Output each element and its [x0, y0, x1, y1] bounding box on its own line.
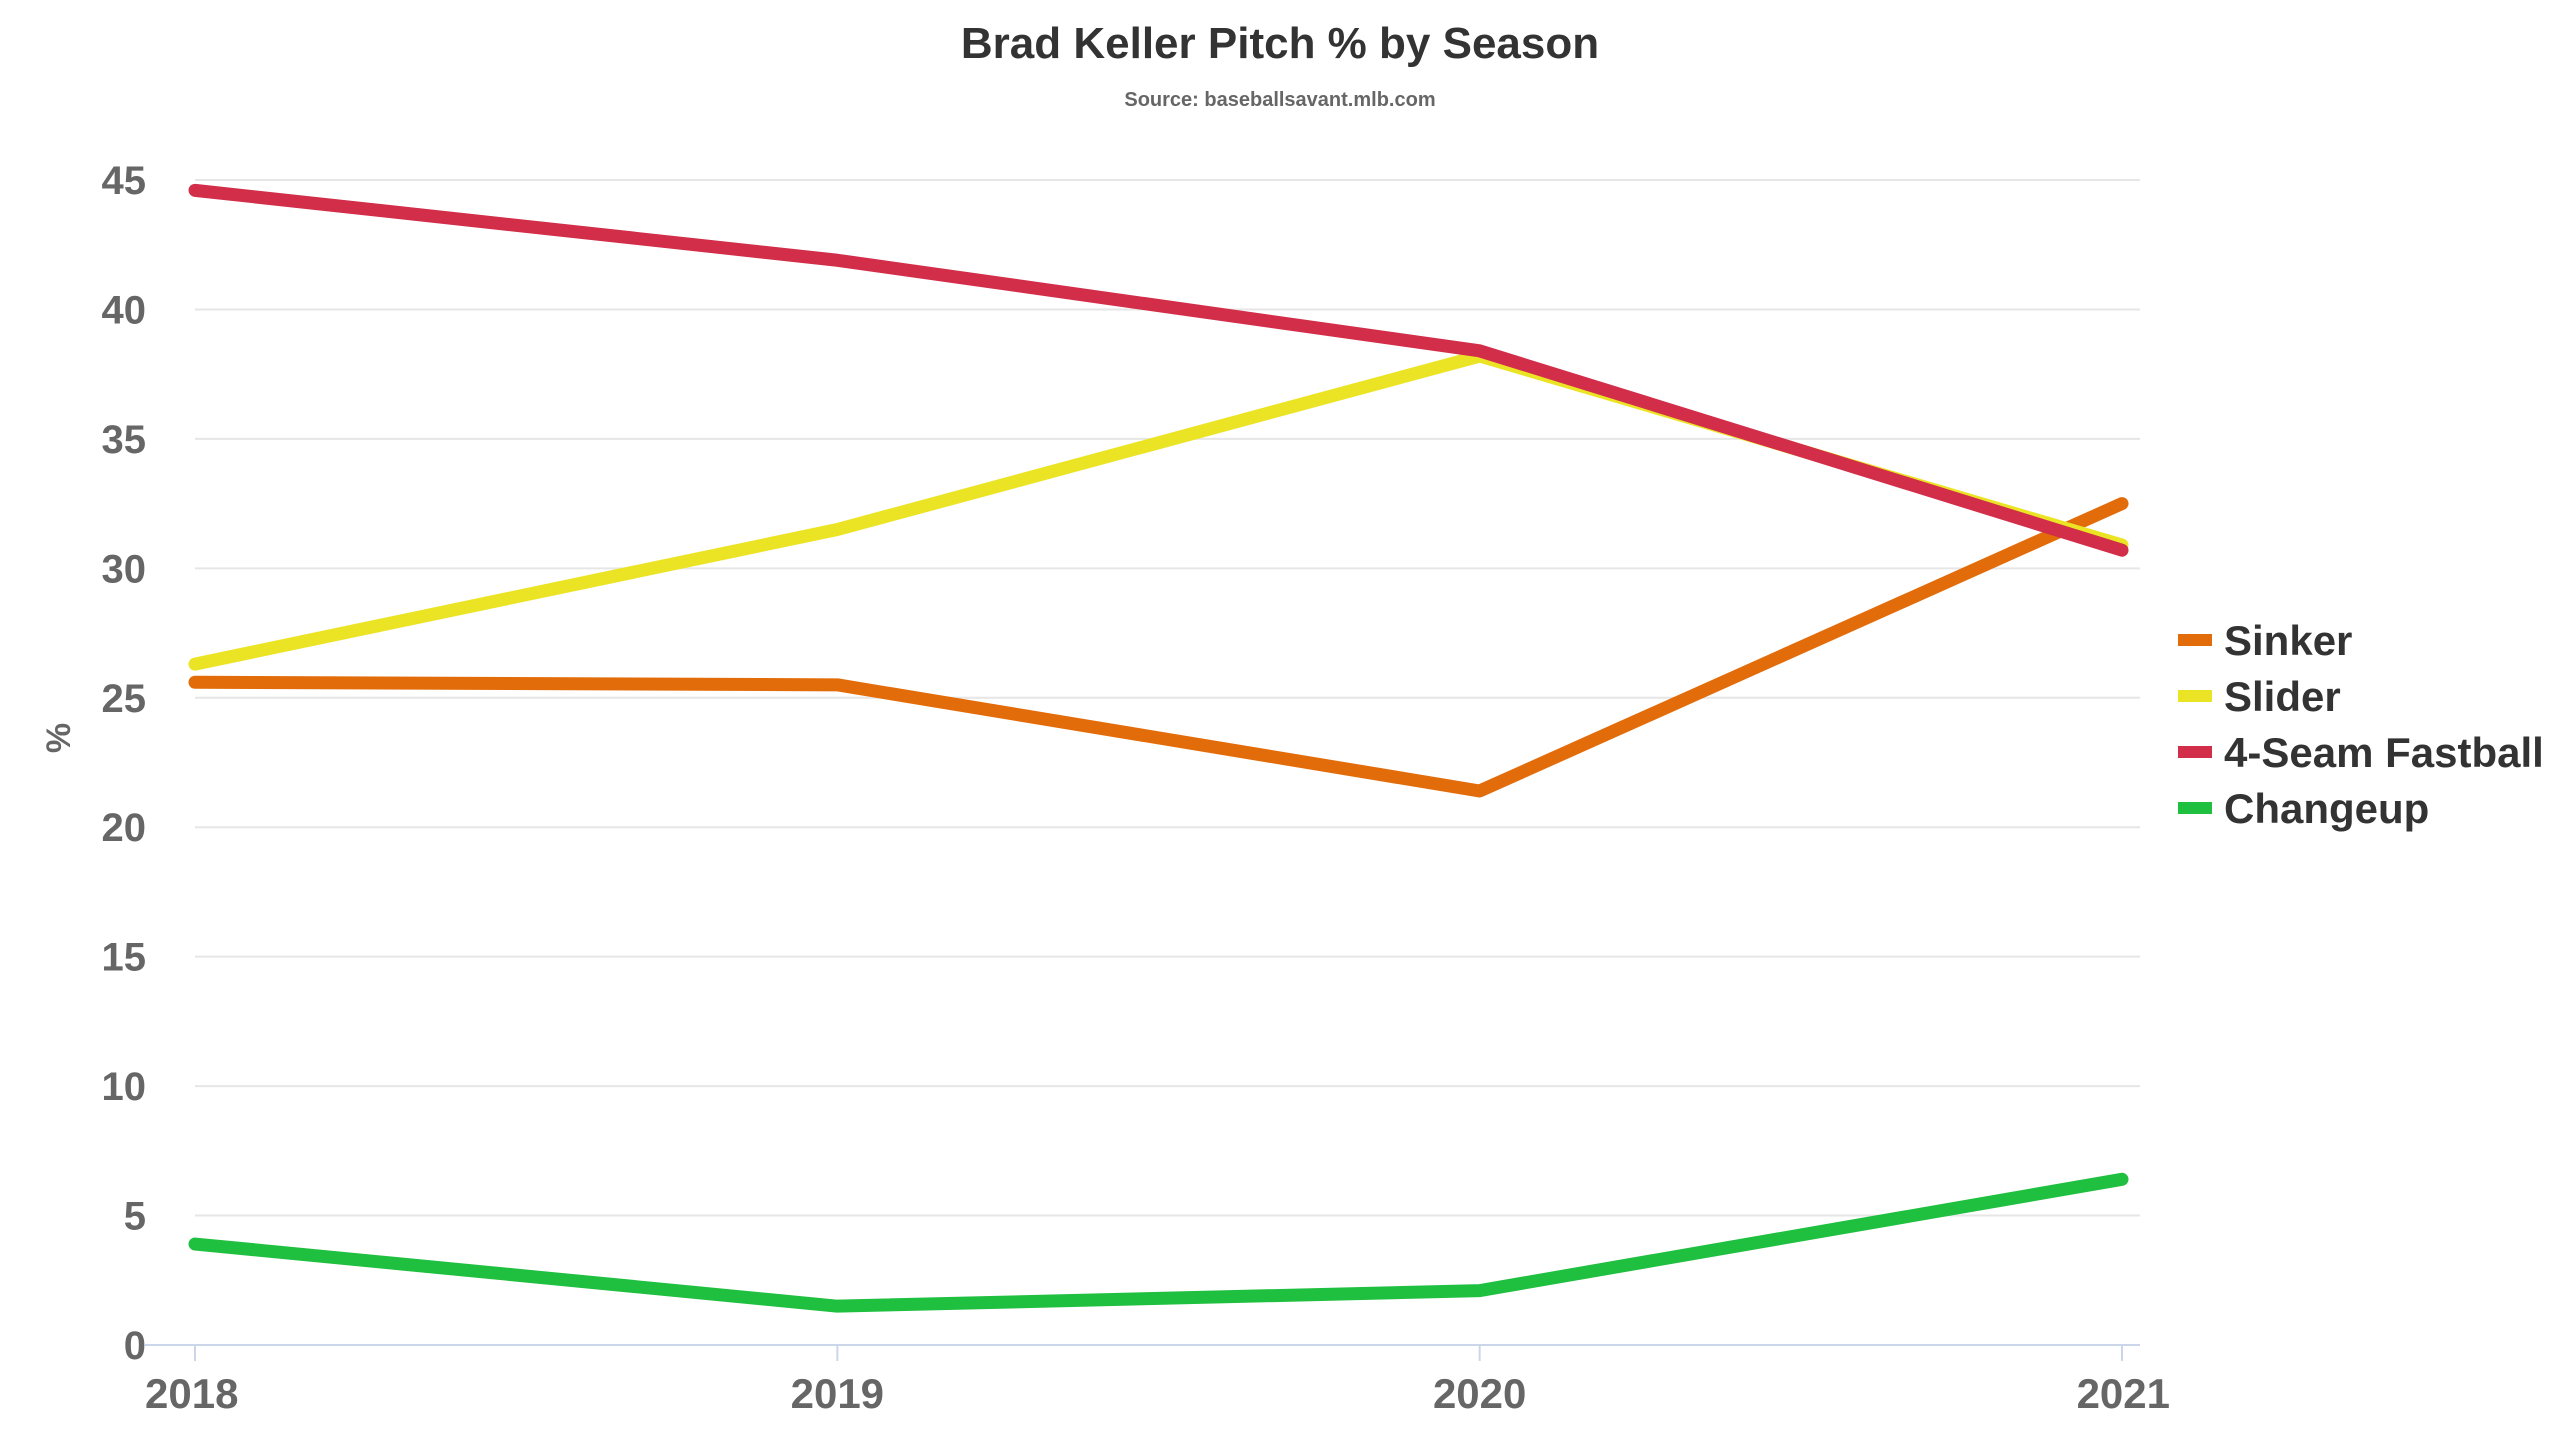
series-line-4-seam-fastball[interactable] [188, 183, 2129, 557]
y-tick-label-30: 30 [102, 547, 147, 591]
x-tick-label-2018: 2018 [145, 1370, 238, 1417]
y-tick-label-20: 20 [102, 806, 147, 850]
legend-swatch-changeup [2178, 802, 2212, 814]
legend-label-slider: Slider [2224, 673, 2341, 720]
chart-title: Brad Keller Pitch % by Season [961, 19, 1599, 68]
y-tick-label-40: 40 [102, 288, 147, 332]
y-tick-label-25: 25 [102, 677, 147, 721]
x-axis-ticks: 2018 2019 2020 2021 [145, 1345, 2170, 1417]
legend[interactable]: Sinker Slider 4-Seam Fastball Changeup [2178, 617, 2544, 832]
series-lines [188, 183, 2129, 1313]
legend-swatch-slider [2178, 690, 2212, 702]
legend-swatch-sinker [2178, 634, 2212, 646]
y-axis-ticks: 0 5 10 15 20 25 30 35 40 45 [102, 159, 147, 1368]
y-tick-label-5: 5 [124, 1195, 146, 1239]
legend-item-slider[interactable]: Slider [2178, 673, 2341, 720]
legend-label-changeup: Changeup [2224, 785, 2429, 832]
y-tick-label-15: 15 [102, 936, 147, 980]
x-tick-label-2019: 2019 [791, 1370, 884, 1417]
series-line-slider[interactable] [188, 349, 2129, 671]
legend-item-changeup[interactable]: Changeup [2178, 785, 2429, 832]
legend-swatch-4-seam-fastball [2178, 746, 2212, 758]
chart-subtitle: Source: baseballsavant.mlb.com [1124, 89, 1435, 111]
legend-item-sinker[interactable]: Sinker [2178, 617, 2352, 664]
x-tick-label-2021: 2021 [2077, 1370, 2170, 1417]
legend-label-sinker: Sinker [2224, 617, 2352, 664]
grid-lines [195, 179, 2140, 1217]
legend-item-4-seam-fastball[interactable]: 4-Seam Fastball [2178, 729, 2544, 776]
series-line-changeup[interactable] [188, 1172, 2129, 1313]
series-line-sinker[interactable] [188, 497, 2129, 798]
y-tick-label-35: 35 [102, 418, 147, 462]
y-tick-label-0: 0 [124, 1324, 146, 1368]
legend-label-4-seam-fastball: 4-Seam Fastball [2224, 729, 2544, 776]
x-tick-label-2020: 2020 [1433, 1370, 1526, 1417]
y-tick-label-10: 10 [102, 1065, 147, 1109]
y-axis-label: % [40, 723, 78, 753]
y-tick-label-45: 45 [102, 159, 147, 203]
